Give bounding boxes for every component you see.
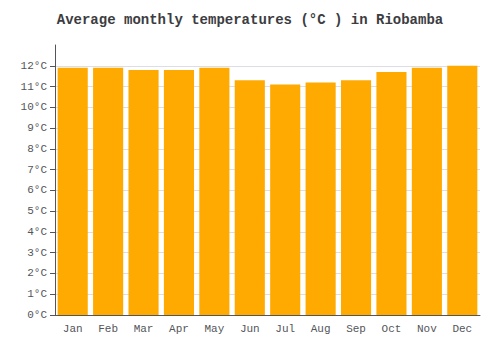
svg-text:1°C: 1°C xyxy=(27,288,47,300)
svg-text:9°C: 9°C xyxy=(27,122,47,134)
svg-text:8°C: 8°C xyxy=(27,143,47,155)
svg-text:10°C: 10°C xyxy=(21,101,48,113)
svg-text:7°C: 7°C xyxy=(27,164,47,176)
svg-text:3°C: 3°C xyxy=(27,247,47,259)
svg-text:Dec: Dec xyxy=(452,323,472,335)
svg-text:12°C: 12°C xyxy=(21,60,48,72)
svg-text:0°C: 0°C xyxy=(27,309,47,321)
svg-text:4°C: 4°C xyxy=(27,226,47,238)
svg-text:May: May xyxy=(204,323,224,335)
svg-text:Average monthly temperatures (: Average monthly temperatures (°C ) in Ri… xyxy=(57,12,444,28)
svg-text:Jun: Jun xyxy=(240,323,260,335)
svg-text:Sep: Sep xyxy=(346,323,366,335)
svg-text:Mar: Mar xyxy=(134,323,154,335)
svg-text:Apr: Apr xyxy=(169,323,189,335)
svg-text:5°C: 5°C xyxy=(27,205,47,217)
svg-text:11°C: 11°C xyxy=(21,81,48,93)
svg-text:6°C: 6°C xyxy=(27,184,47,196)
svg-text:Nov: Nov xyxy=(417,323,437,335)
svg-text:2°C: 2°C xyxy=(27,267,47,279)
svg-text:Jul: Jul xyxy=(275,323,295,335)
svg-text:Aug: Aug xyxy=(311,323,331,335)
svg-text:Feb: Feb xyxy=(98,323,118,335)
svg-text:Oct: Oct xyxy=(382,323,402,335)
svg-text:Jan: Jan xyxy=(63,323,83,335)
